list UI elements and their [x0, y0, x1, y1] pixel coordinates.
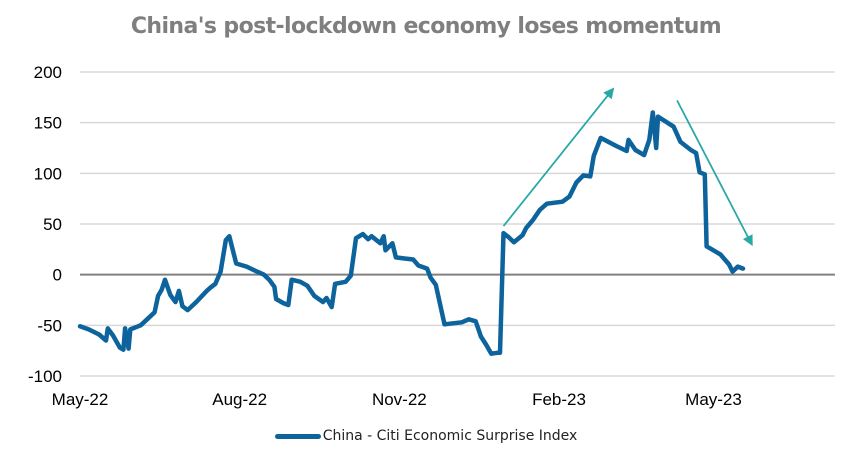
up-trend-arrow	[502, 87, 615, 227]
x-tick-label: Feb-23	[532, 390, 586, 409]
y-tick-label: 0	[53, 266, 62, 285]
x-tick-label: May-22	[52, 390, 109, 409]
gridlines	[80, 71, 835, 377]
chart-title: China's post-lockdown economy loses mome…	[130, 14, 722, 39]
y-tick-label: 200	[34, 63, 62, 82]
y-tick-label: 150	[34, 114, 62, 133]
x-tick-label: Nov-22	[372, 390, 427, 409]
legend-label: China - Citi Economic Surprise Index	[322, 428, 578, 444]
x-tick-label: Aug-22	[212, 390, 267, 409]
x-axis: May-22 Aug-22 Nov-22 Feb-23 May-23	[52, 390, 742, 409]
annotations-layer	[502, 87, 753, 247]
y-axis: 200 150 100 50 0 -50 -100	[28, 63, 62, 386]
series-line	[77, 110, 746, 356]
y-tick-label: -50	[37, 316, 62, 335]
legend-swatch	[274, 433, 321, 439]
legend: China - Citi Economic Surprise Index	[0, 428, 852, 444]
y-tick-label: 100	[34, 164, 62, 183]
y-tick-label: 50	[43, 215, 62, 234]
y-tick-label: -100	[28, 367, 62, 386]
series-layer	[77, 110, 746, 356]
x-tick-label: May-23	[685, 390, 742, 409]
down-trend-arrow	[676, 99, 753, 247]
